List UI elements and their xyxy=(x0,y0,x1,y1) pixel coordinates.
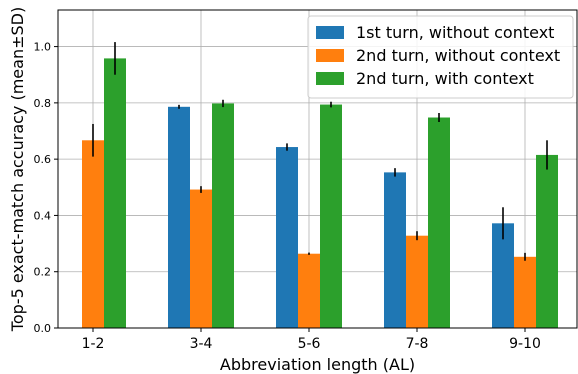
legend: 1st turn, without context 2nd turn, witho… xyxy=(307,15,574,99)
bars xyxy=(82,58,558,329)
y-axis-label: Top-5 exact-match accuracy (mean±SD) xyxy=(8,7,27,332)
legend-label: 2nd turn, without context xyxy=(356,46,560,65)
x-tick-label: 9-10 xyxy=(509,336,541,352)
x-tick-label: 1-2 xyxy=(82,336,105,352)
x-axis-ticks: 1-2 3-4 5-6 7-8 9-10 xyxy=(82,328,541,352)
x-tick-label: 3-4 xyxy=(190,336,213,352)
bar xyxy=(212,103,234,329)
bar xyxy=(428,117,450,328)
y-tick-label: 0.4 xyxy=(34,209,52,222)
bar xyxy=(406,235,428,328)
plot-frame xyxy=(57,9,578,329)
bar xyxy=(82,140,104,328)
x-tick-label: 7-8 xyxy=(406,336,429,352)
error-bars xyxy=(92,42,548,261)
bar xyxy=(168,106,190,328)
legend-swatch xyxy=(316,72,344,85)
legend-label: 1st turn, without context xyxy=(356,23,554,42)
bar xyxy=(492,223,514,328)
bar xyxy=(104,58,126,329)
y-tick-label: 0.2 xyxy=(34,266,52,279)
bar xyxy=(190,189,212,328)
bar xyxy=(536,154,558,328)
bar xyxy=(514,256,536,328)
y-tick-label: 0.0 xyxy=(34,322,52,335)
bar xyxy=(384,172,406,328)
y-tick-label: 1.0 xyxy=(34,41,52,54)
y-tick-label: 0.6 xyxy=(34,153,52,166)
legend-swatch xyxy=(316,26,344,39)
y-tick-label: 0.8 xyxy=(34,97,52,110)
x-tick-label: 5-6 xyxy=(298,336,321,352)
y-axis-ticks: 0.0 0.2 0.4 0.6 0.8 1.0 xyxy=(34,41,58,335)
legend-box xyxy=(307,15,574,99)
bar xyxy=(320,104,342,328)
bar xyxy=(298,253,320,328)
bar xyxy=(276,147,298,328)
legend-swatch xyxy=(316,49,344,62)
legend-label: 2nd turn, with context xyxy=(356,69,534,88)
x-axis-label: Abbreviation length (AL) xyxy=(220,355,415,374)
